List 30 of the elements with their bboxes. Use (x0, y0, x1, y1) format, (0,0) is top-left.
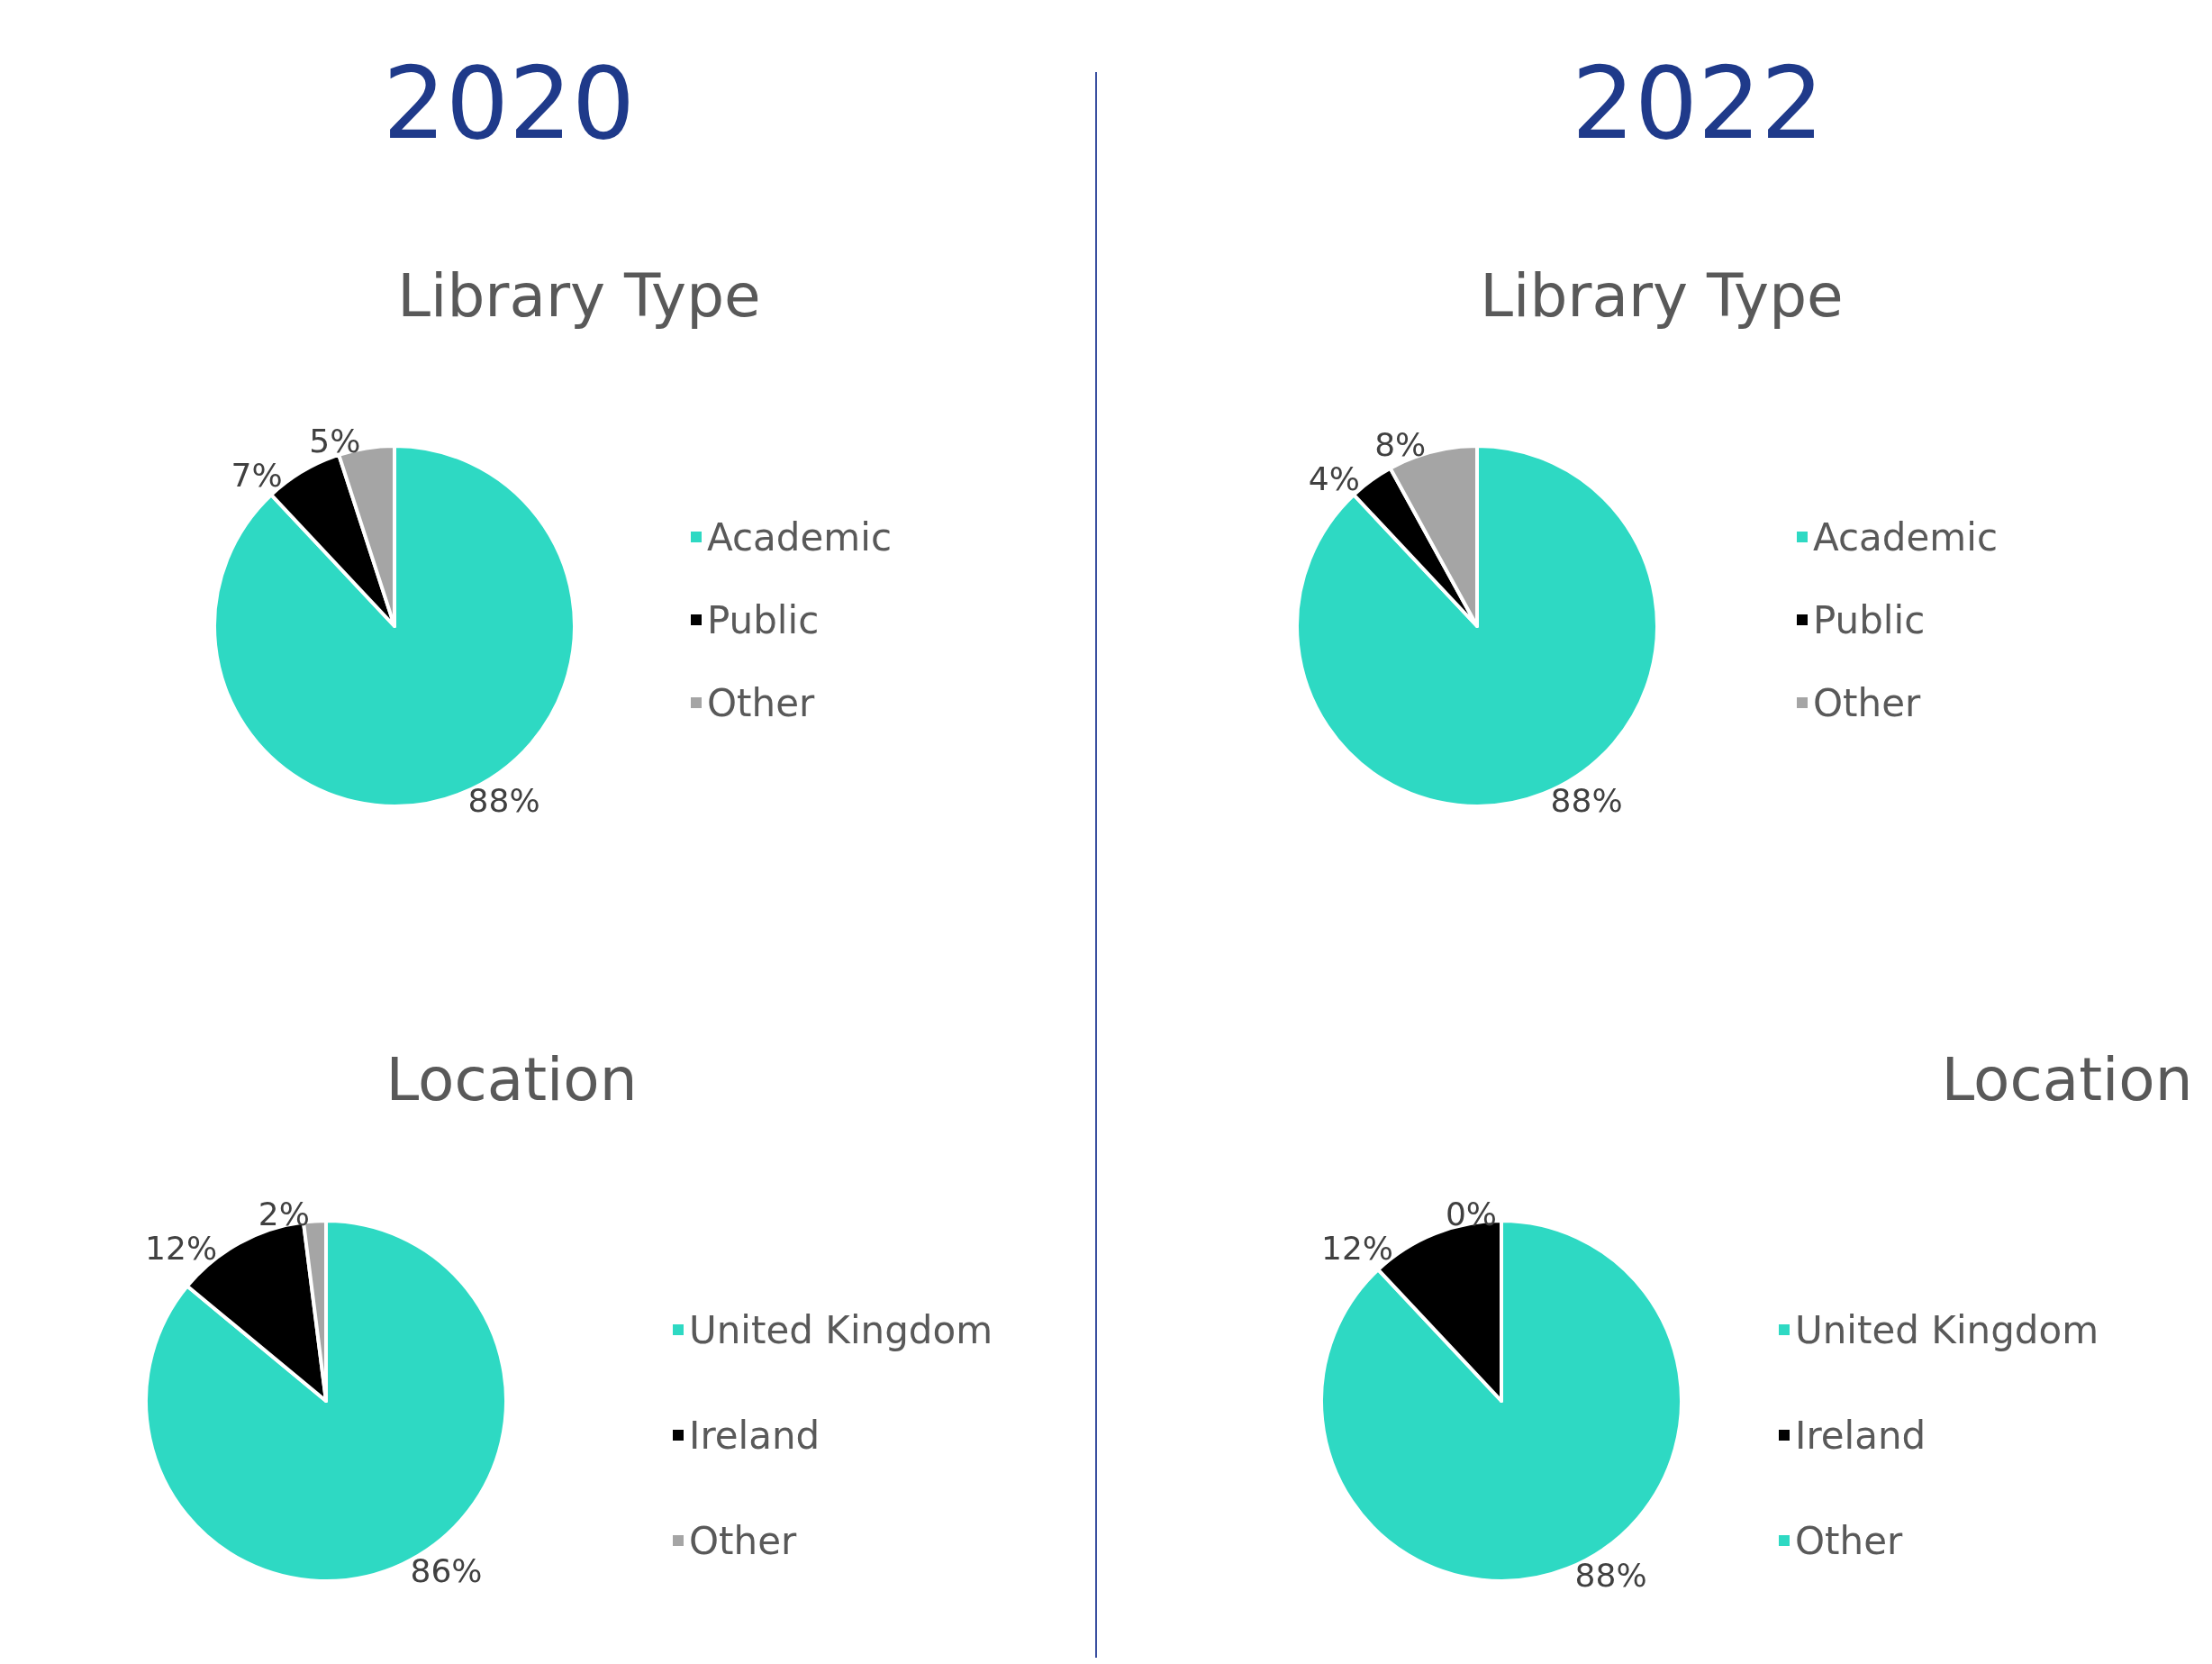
legend-label: Ireland (1795, 1413, 1926, 1458)
chart-title: Location (385, 1044, 638, 1114)
data-label: 12% (1321, 1229, 1394, 1267)
data-label: 12% (145, 1229, 218, 1267)
chart-title: Library Type (1480, 260, 1844, 331)
data-label: 4% (1308, 460, 1360, 498)
chart-subtitle: 2020 (383, 46, 635, 161)
data-label: 8% (1374, 426, 1427, 464)
data-label: 2% (258, 1195, 310, 1232)
legend-label: Ireland (689, 1413, 820, 1458)
legend-label: Other (707, 680, 815, 725)
data-label: 88% (467, 781, 540, 819)
legend-label: United Kingdom (689, 1307, 993, 1352)
legend-label: Other (1813, 680, 1921, 725)
legend-label: Public (1813, 597, 1926, 642)
data-label: 86% (410, 1551, 483, 1589)
text: 0% (1445, 1195, 1497, 1232)
legend-label: Public (707, 597, 820, 642)
legend-label: United Kingdom (1795, 1307, 2099, 1352)
data-label: 88% (1550, 781, 1623, 819)
legend-label: Other (689, 1518, 797, 1563)
chart-title: Location (1941, 1044, 2193, 1114)
chart-subtitle: 2022 (1572, 46, 1824, 161)
data-label: 7% (231, 457, 283, 495)
legend-label: Academic (707, 514, 892, 559)
data-label: 5% (309, 423, 361, 460)
data-label: 88% (1574, 1556, 1647, 1594)
chart-title: Library Type (397, 260, 761, 331)
legend-label: Other (1795, 1518, 1903, 1563)
legend-label: Academic (1813, 514, 1998, 559)
